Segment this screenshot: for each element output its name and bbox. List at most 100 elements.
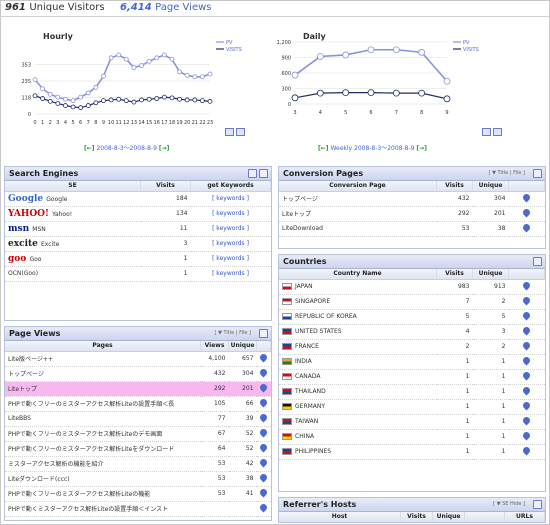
data-point[interactable] (63, 103, 68, 108)
data-point[interactable] (47, 91, 53, 97)
hourly-range-text[interactable]: 2008-8-3〜2008-8-9 (96, 145, 157, 152)
detail-pin-icon[interactable] (521, 280, 532, 291)
data-point[interactable] (108, 97, 114, 103)
data-point[interactable] (177, 69, 182, 75)
detail-pin-icon[interactable] (258, 382, 269, 393)
detail-pin-icon[interactable] (258, 502, 269, 513)
data-point[interactable] (169, 56, 175, 62)
table-row[interactable]: PHPで動くフリーのミスターアクセス解析Liteのデモ画面 67 52 (5, 426, 271, 442)
data-point[interactable] (291, 71, 299, 79)
prev-arrow-icon[interactable]: [←] (84, 145, 95, 152)
data-point[interactable] (108, 55, 114, 61)
sort-toggle[interactable]: [ ▼ Title | File ] (488, 170, 525, 176)
data-point[interactable] (199, 98, 205, 104)
data-point[interactable] (443, 95, 451, 103)
detail-pin-icon[interactable] (521, 222, 532, 233)
column-header[interactable]: Conversion Page (279, 181, 437, 192)
column-header[interactable]: Unique (472, 181, 509, 192)
column-header[interactable]: Visits (140, 181, 191, 192)
data-point[interactable] (342, 51, 350, 59)
detail-pin-icon[interactable] (258, 412, 269, 423)
table-row[interactable]: ミスターアクセス解析の機能を紹介 53 42 (5, 456, 271, 472)
data-point[interactable] (192, 74, 198, 80)
data-point[interactable] (116, 52, 122, 58)
data-point[interactable] (85, 103, 91, 108)
prev-arrow-icon[interactable]: [←] (318, 145, 329, 152)
data-point[interactable] (116, 96, 122, 102)
data-point[interactable] (40, 86, 46, 92)
refresh-icon[interactable] (236, 128, 245, 136)
column-header[interactable]: Unique (432, 512, 465, 522)
data-point[interactable] (184, 97, 190, 103)
table-row[interactable]: トップページ 432 304 (5, 366, 271, 382)
refresh-icon[interactable] (533, 500, 542, 509)
column-header[interactable]: Pages (5, 341, 201, 352)
column-header[interactable]: Visits (436, 181, 473, 192)
column-header[interactable]: Visits (436, 269, 473, 280)
data-point[interactable] (70, 98, 76, 104)
detail-pin-icon[interactable] (521, 400, 532, 411)
data-point[interactable] (161, 94, 167, 100)
data-point[interactable] (199, 74, 205, 80)
detail-pin-icon[interactable] (258, 367, 269, 378)
detail-pin-icon[interactable] (521, 207, 532, 218)
data-point[interactable] (139, 97, 144, 103)
data-point[interactable] (123, 98, 129, 104)
data-point[interactable] (101, 98, 106, 104)
column-header[interactable]: Views (200, 341, 229, 352)
data-point[interactable] (32, 77, 38, 82)
refresh-icon[interactable] (533, 257, 542, 266)
data-point[interactable] (55, 101, 61, 106)
data-point[interactable] (146, 58, 152, 64)
detail-pin-icon[interactable] (521, 325, 532, 336)
data-point[interactable] (154, 55, 160, 61)
keywords-link[interactable]: [ keywords ] (190, 236, 271, 252)
column-header[interactable]: Unique (472, 269, 509, 280)
data-point[interactable] (40, 96, 46, 101)
detail-pin-icon[interactable] (521, 355, 532, 366)
data-point[interactable] (316, 89, 324, 97)
data-point[interactable] (342, 89, 350, 97)
detail-pin-icon[interactable] (258, 472, 269, 483)
detail-pin-icon[interactable] (521, 192, 532, 203)
data-point[interactable] (207, 98, 213, 104)
data-point[interactable] (85, 90, 91, 96)
next-arrow-icon[interactable]: [→] (416, 145, 427, 152)
data-point[interactable] (146, 96, 152, 102)
data-point[interactable] (123, 56, 129, 62)
data-point[interactable] (70, 104, 76, 110)
keywords-link[interactable]: [ keywords ] (190, 266, 271, 282)
detail-pin-icon[interactable] (521, 415, 532, 426)
detail-pin-icon[interactable] (521, 295, 532, 306)
table-row[interactable]: Liteトップ 292 201 (5, 381, 271, 397)
keywords-link[interactable]: [ keywords ] (190, 221, 271, 237)
table-row[interactable]: PHPで動くフリーのミスターアクセス解析Liteの設置手順＜長 105 66 (5, 396, 271, 412)
data-point[interactable] (169, 95, 175, 101)
refresh-icon[interactable] (493, 128, 502, 136)
column-header[interactable]: SE (5, 181, 141, 192)
data-point[interactable] (392, 89, 400, 97)
sort-toggle[interactable]: [ ▼ SE Hide ] (493, 501, 525, 507)
refresh-icon[interactable] (533, 169, 542, 178)
column-header[interactable]: Country Name (279, 269, 437, 280)
data-point[interactable] (93, 100, 99, 106)
chart-type-icon[interactable] (225, 128, 234, 136)
chart-type-icon[interactable] (482, 128, 491, 136)
table-row[interactable]: Liteダウンロード(ccc) 53 38 (5, 471, 271, 487)
data-point[interactable] (367, 89, 375, 97)
daily-range-text[interactable]: Weekly 2008-8-3〜2008-8-9 (330, 145, 415, 152)
detail-pin-icon[interactable] (258, 457, 269, 468)
data-point[interactable] (316, 53, 324, 60)
data-point[interactable] (139, 63, 144, 68)
keywords-link[interactable]: [ keywords ] (190, 191, 271, 207)
refresh-icon[interactable] (259, 329, 268, 338)
table-row[interactable]: PHPで動くフリーのミスターアクセス解析Liteをダウンロード 64 52 (5, 441, 271, 457)
data-point[interactable] (78, 94, 84, 100)
detail-pin-icon[interactable] (521, 310, 532, 321)
data-point[interactable] (78, 105, 84, 111)
keywords-link[interactable]: [ keywords ] (190, 206, 271, 222)
detail-pin-icon[interactable] (521, 430, 532, 441)
sort-toggle[interactable]: [ ▼ Title | File ] (214, 330, 251, 336)
column-header[interactable]: Visits (400, 512, 433, 522)
detail-pin-icon[interactable] (521, 340, 532, 351)
